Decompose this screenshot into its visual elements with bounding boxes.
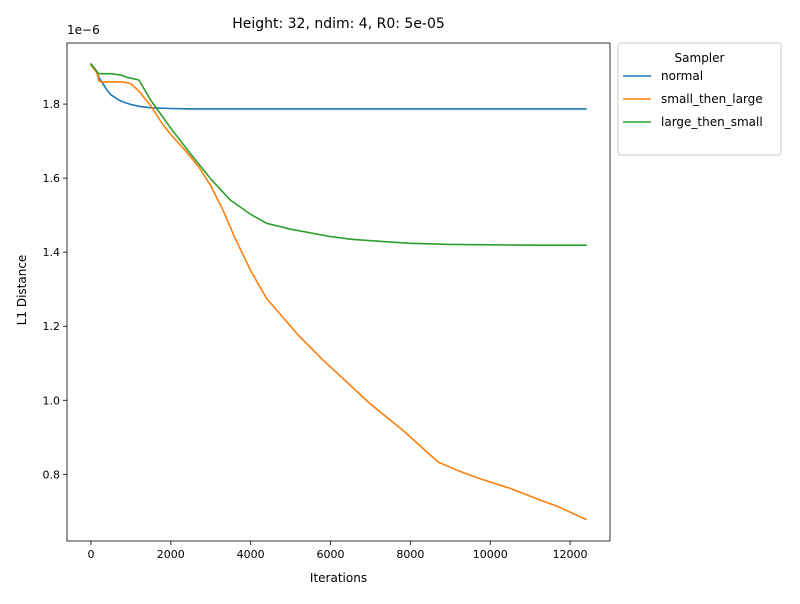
- y-tick-label: 1.0: [43, 394, 61, 407]
- legend-label: normal: [661, 69, 703, 83]
- plot-frame: [66, 42, 611, 542]
- x-tick-label: 6000: [317, 548, 345, 561]
- series-line-small-then-large: [89, 64, 588, 521]
- y-axis: 0.8 1.0 1.2 1.4 1.6 1.8: [43, 98, 67, 481]
- y-tick-label: 1.8: [43, 98, 61, 111]
- legend: Sampler normal small_then_large large_then…: [617, 42, 782, 156]
- chart-title: Height: 32, ndim: 4, R0: 5e-05: [232, 16, 445, 32]
- x-tick-label: 2000: [157, 548, 185, 561]
- legend-label: large_then_small: [661, 115, 763, 129]
- legend-items: normal small_then_large large_then_small: [623, 69, 763, 129]
- x-tick-label: 12000: [553, 548, 588, 561]
- series-line-normal: [89, 62, 587, 110]
- y-axis-offset-label: 1e−6: [67, 23, 100, 37]
- x-tick-label: 4000: [237, 548, 265, 561]
- x-axis: 0 2000 4000 6000 8000 10000 12000: [87, 541, 588, 561]
- x-axis-label: Iterations: [310, 571, 367, 585]
- x-tick-label: 10000: [473, 548, 508, 561]
- legend-label: small_then_large: [661, 92, 763, 106]
- y-axis-label: L1 Distance: [15, 255, 29, 326]
- y-tick-label: 1.4: [43, 246, 61, 259]
- plot-area: [89, 62, 588, 521]
- y-tick-label: 1.2: [43, 320, 61, 333]
- y-tick-label: 0.8: [43, 468, 61, 481]
- y-tick-label: 1.6: [43, 172, 61, 185]
- legend-box: [617, 42, 782, 156]
- x-tick-label: 8000: [396, 548, 424, 561]
- series-line-large-then-small: [89, 62, 587, 246]
- legend-title: Sampler: [675, 51, 725, 65]
- x-tick-label: 0: [87, 548, 94, 561]
